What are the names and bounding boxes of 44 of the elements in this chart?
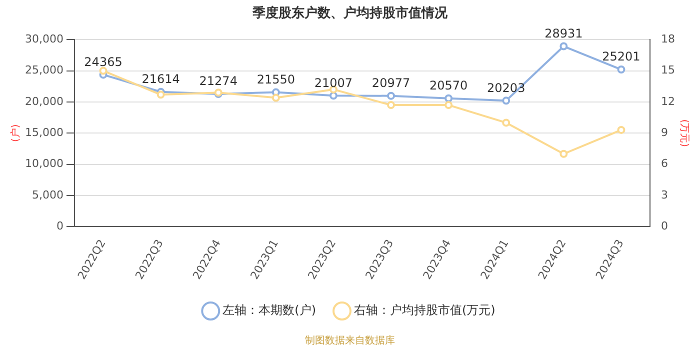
point xyxy=(560,150,568,158)
point xyxy=(444,94,453,102)
y2-tick-label: 12 xyxy=(661,94,676,108)
data-label: 25201 xyxy=(602,50,640,64)
data-label: 21007 xyxy=(314,76,353,90)
y2-tick-label: 6 xyxy=(661,157,668,170)
y-tick-label: 0 xyxy=(56,219,64,232)
point xyxy=(99,66,108,75)
point xyxy=(387,92,396,100)
data-label: 28931 xyxy=(544,26,583,40)
point xyxy=(387,101,396,110)
y2-tick-label: 0 xyxy=(661,219,668,232)
data-label: 20570 xyxy=(429,78,468,93)
point xyxy=(502,96,510,105)
data-label: 21550 xyxy=(256,72,296,86)
y2-tick-label: 9 xyxy=(661,126,668,139)
y-tick-label: 15,000 xyxy=(24,126,64,139)
y-tick-label: 25,000 xyxy=(24,64,64,77)
point xyxy=(272,94,280,102)
y-tick-label: 5,000 xyxy=(32,188,64,202)
legend-label: 右轴：户均持股市值(万元) xyxy=(354,303,496,318)
point xyxy=(329,92,338,100)
data-label: 20977 xyxy=(372,76,410,90)
data-label: 20203 xyxy=(487,80,526,95)
legend-label: 左轴：本期数(户) xyxy=(222,303,316,318)
y-tick-label: 10,000 xyxy=(24,157,64,170)
y-tick-label: 20,000 xyxy=(24,94,64,108)
point xyxy=(560,42,568,50)
y2-tick-label: 3 xyxy=(661,188,668,202)
data-label: 21274 xyxy=(199,74,238,88)
point xyxy=(617,126,626,134)
y2-axis-title: (万元) xyxy=(678,119,690,148)
text: 制图数据来自数据库 xyxy=(305,334,395,347)
chart-title: 季度股东户数、户均持股市值情况 xyxy=(252,5,448,22)
y2-tick-label: 18 xyxy=(661,32,676,46)
point xyxy=(617,66,626,74)
data-label: 21614 xyxy=(142,72,180,86)
point xyxy=(502,118,510,127)
y2-tick-label: 15 xyxy=(661,64,676,77)
y-tick-label: 30,000 xyxy=(24,32,64,46)
point xyxy=(156,90,165,99)
data-label: 24365 xyxy=(84,54,122,69)
point xyxy=(444,101,453,110)
y-axis-title: (户) xyxy=(10,124,22,142)
